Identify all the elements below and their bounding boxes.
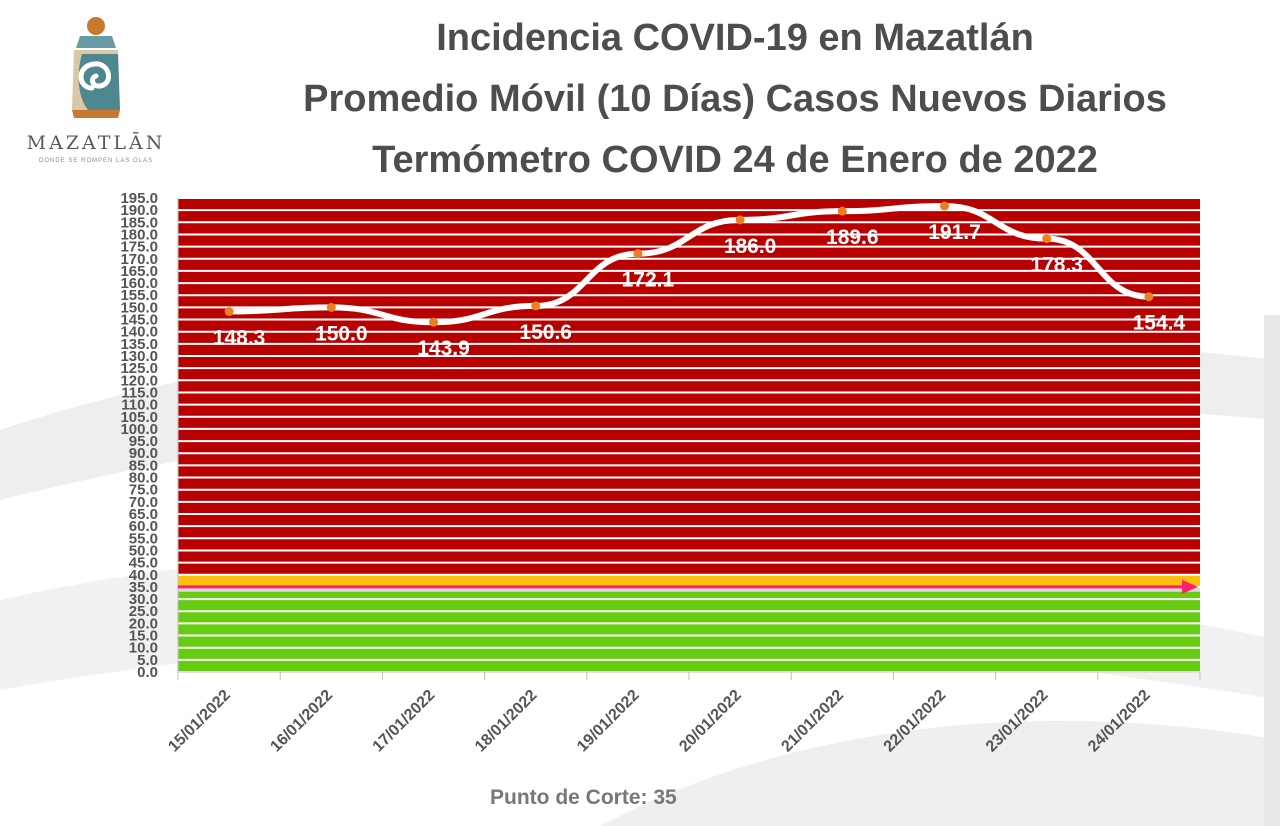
x-tick-label: 22/01/2022 <box>881 687 950 756</box>
y-tick-label: 120.0 <box>120 372 158 389</box>
data-label: 178.3 <box>1030 254 1083 277</box>
data-point <box>1144 292 1154 302</box>
data-label: 191.7 <box>928 221 981 244</box>
y-tick-label: 185.0 <box>120 214 158 231</box>
x-tick-label: 21/01/2022 <box>778 687 847 756</box>
y-tick-label: 0.0 <box>137 664 158 681</box>
x-tick-label: 15/01/2022 <box>165 687 234 756</box>
x-tick-label: 17/01/2022 <box>370 687 439 756</box>
mazatlan-logo: MAZATLĀN DONDE SE ROMPEN LAS OLAS <box>18 14 174 174</box>
cutoff-arrow-icon <box>1182 579 1198 594</box>
data-point <box>735 215 745 225</box>
y-tick-label: 180.0 <box>120 226 158 243</box>
x-tick-label: 16/01/2022 <box>267 687 336 756</box>
data-label: 143.9 <box>417 337 470 360</box>
chart-subtitle: Promedio Móvil (10 Días) Casos Nuevos Di… <box>303 78 1167 120</box>
y-tick-label: 110.0 <box>121 397 158 414</box>
y-tick-label: 55.0 <box>129 530 158 547</box>
data-point <box>633 249 643 259</box>
y-tick-label: 90.0 <box>129 445 158 462</box>
data-point <box>224 307 234 317</box>
y-tick-label: 130.0 <box>120 348 158 365</box>
y-tick-label: 35.0 <box>129 579 158 596</box>
chart-title-block: Incidencia COVID-19 en Mazatlán Promedio… <box>190 8 1280 191</box>
x-tick-label: 18/01/2022 <box>472 687 541 756</box>
y-tick-label: 170.0 <box>120 251 158 268</box>
y-tick-label: 165.0 <box>120 263 158 280</box>
data-label: 172.1 <box>622 269 675 292</box>
y-tick-label: 140.0 <box>120 324 158 341</box>
data-point <box>1042 234 1052 244</box>
y-tick-label: 65.0 <box>129 506 158 523</box>
x-tick-label: 24/01/2022 <box>1085 687 1154 756</box>
zone-band-yellow <box>178 574 1200 587</box>
y-tick-label: 105.0 <box>120 409 158 426</box>
y-tick-label: 25.0 <box>129 603 158 620</box>
y-tick-label: 145.0 <box>120 312 158 329</box>
data-label: 148.3 <box>213 327 266 350</box>
y-tick-label: 10.0 <box>129 640 158 657</box>
y-tick-label: 15.0 <box>129 628 158 645</box>
data-label: 154.4 <box>1133 312 1186 335</box>
y-tick-label: 60.0 <box>129 518 158 535</box>
y-tick-label: 40.0 <box>129 567 158 584</box>
y-tick-label: 135.0 <box>120 336 158 353</box>
zone-band-red <box>178 198 1200 575</box>
series-line <box>226 203 1152 326</box>
y-tick-label: 160.0 <box>120 275 158 292</box>
y-tick-label: 155.0 <box>120 287 158 304</box>
y-tick-label: 30.0 <box>129 591 158 608</box>
data-point <box>531 301 541 311</box>
data-point <box>326 302 336 312</box>
y-tick-label: 190.0 <box>120 202 158 219</box>
x-tick-label: 23/01/2022 <box>983 687 1052 756</box>
y-tick-label: 50.0 <box>129 542 158 559</box>
data-label: 186.0 <box>724 235 777 258</box>
chart-date-title: Termómetro COVID 24 de Enero de 2022 <box>372 139 1098 181</box>
zone-band-green <box>178 591 1200 672</box>
y-tick-label: 45.0 <box>129 555 158 572</box>
y-tick-label: 150.0 <box>120 299 158 316</box>
data-label: 150.0 <box>315 322 368 345</box>
data-point <box>940 201 949 211</box>
cutoff-note: Punto de Corte: 35 <box>490 786 677 809</box>
y-tick-label: 70.0 <box>129 494 158 511</box>
data-label: 150.6 <box>519 321 572 344</box>
y-tick-label: 195.0 <box>120 190 158 207</box>
chart-title: Incidencia COVID-19 en Mazatlán <box>436 17 1034 59</box>
y-tick-label: 20.0 <box>129 615 158 632</box>
logo-tagline: DONDE SE ROMPEN LAS OLAS <box>38 158 154 164</box>
x-tick-label: 19/01/2022 <box>574 687 643 756</box>
x-tick-label: 20/01/2022 <box>676 687 745 756</box>
y-tick-label: 95.0 <box>129 433 158 450</box>
y-tick-label: 5.0 <box>137 652 158 669</box>
y-tick-label: 75.0 <box>129 482 158 499</box>
data-point <box>429 317 438 327</box>
y-tick-label: 100.0 <box>120 421 158 438</box>
mazatlan-emblem-icon <box>72 17 120 118</box>
y-tick-label: 85.0 <box>129 457 158 474</box>
y-tick-label: 115.0 <box>121 384 158 401</box>
data-point <box>837 206 847 216</box>
y-tick-label: 80.0 <box>129 470 158 487</box>
logo-wordmark: MAZATLĀN <box>26 132 166 154</box>
y-tick-label: 125.0 <box>120 360 158 377</box>
data-label: 189.6 <box>826 226 879 249</box>
y-tick-label: 175.0 <box>120 239 158 256</box>
